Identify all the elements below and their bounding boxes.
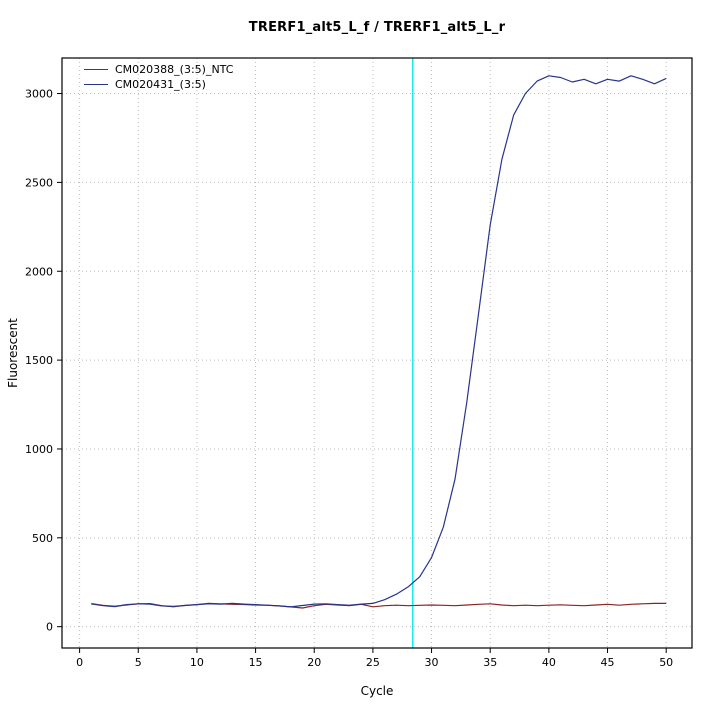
plot-border	[61, 57, 693, 649]
x-tick-label: 45	[601, 656, 615, 669]
legend-line-swatch-sample	[84, 84, 108, 85]
y-axis-label: Fluorescent	[6, 318, 20, 388]
legend: CM020388_(3:5)_NTC CM020431_(3:5)	[84, 62, 233, 92]
y-tick-label: 3000	[25, 88, 53, 101]
y-tick-label: 500	[32, 532, 53, 545]
legend-label-ntc: CM020388_(3:5)_NTC	[115, 63, 234, 76]
x-tick-label: 40	[542, 656, 556, 669]
y-tick-label: 0	[46, 621, 53, 634]
y-tick-label: 1000	[25, 443, 53, 456]
legend-item-ntc: CM020388_(3:5)_NTC	[84, 62, 233, 77]
legend-label-sample: CM020431_(3:5)	[115, 78, 206, 91]
x-tick-label: 10	[190, 656, 204, 669]
x-tick-label: 30	[425, 656, 439, 669]
y-tick-label: 2500	[25, 176, 53, 189]
chart-title: TRERF1_alt5_L_f / TRERF1_alt5_L_r	[248, 20, 506, 35]
x-tick-label: 50	[659, 656, 673, 669]
x-tick-label: 5	[135, 656, 142, 669]
y-tick-label: 2000	[25, 265, 53, 278]
legend-line-swatch-ntc	[84, 69, 108, 70]
x-tick-label: 35	[483, 656, 497, 669]
x-tick-label: 15	[249, 656, 263, 669]
series-line-1	[91, 75, 667, 608]
x-tick-label: 25	[366, 656, 380, 669]
x-tick-label: 0	[76, 656, 83, 669]
y-tick-label: 1500	[25, 354, 53, 367]
x-axis-label: Cycle	[360, 684, 394, 698]
legend-item-sample: CM020431_(3:5)	[84, 77, 233, 92]
x-tick-label: 20	[307, 656, 321, 669]
